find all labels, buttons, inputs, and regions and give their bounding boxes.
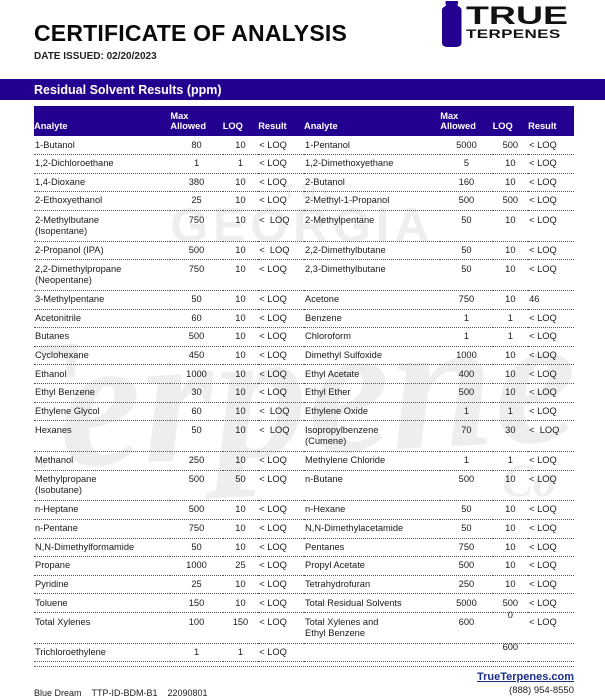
svg-text:TRUE: TRUE bbox=[466, 1, 568, 29]
svg-text:TERPENES: TERPENES bbox=[466, 28, 561, 41]
